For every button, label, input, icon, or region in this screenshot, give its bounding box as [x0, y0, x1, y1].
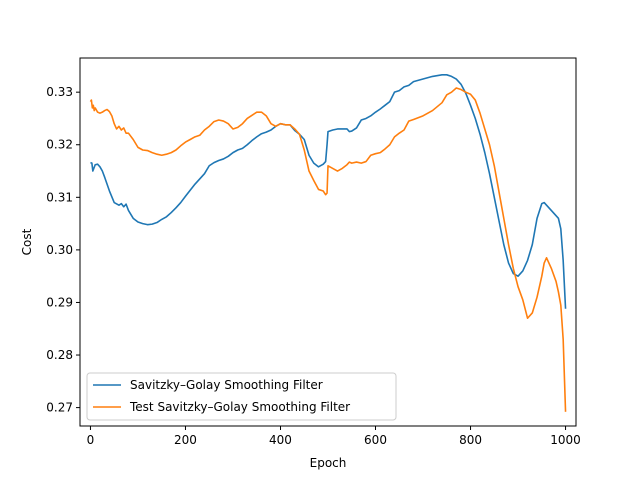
x-tick-label: 400 [269, 433, 292, 447]
x-tick-label: 800 [459, 433, 482, 447]
y-axis-label: Cost [20, 228, 34, 255]
y-tick-label: 0.31 [46, 190, 73, 204]
x-tick-label: 0 [87, 433, 95, 447]
y-axis: 0.27 0.28 0.29 0.30 0.31 0.32 0.33 [46, 85, 80, 415]
y-tick-label: 0.28 [46, 348, 73, 362]
legend-label-2: Test Savitzky–Golay Smoothing Filter [129, 400, 350, 414]
y-tick-label: 0.29 [46, 295, 73, 309]
y-tick-label: 0.33 [46, 85, 73, 99]
x-axis: 0 200 400 600 800 1000 [87, 426, 581, 447]
plot-frame [79, 57, 577, 427]
y-tick-label: 0.32 [46, 138, 73, 152]
x-tick-label: 200 [174, 433, 197, 447]
x-axis-label: Epoch [310, 456, 347, 470]
legend-label-1: Savitzky–Golay Smoothing Filter [130, 378, 323, 392]
legend: Savitzky–Golay Smoothing Filter Test Savi… [86, 372, 397, 421]
y-tick-label: 0.27 [46, 401, 73, 415]
y-tick-label: 0.30 [46, 243, 73, 257]
series-line-1 [90, 74, 567, 309]
x-tick-label: 600 [364, 433, 387, 447]
x-tick-label: 1000 [550, 433, 581, 447]
series-line-2 [89, 87, 567, 412]
legend-box [86, 372, 397, 421]
series-lines [89, 74, 567, 412]
